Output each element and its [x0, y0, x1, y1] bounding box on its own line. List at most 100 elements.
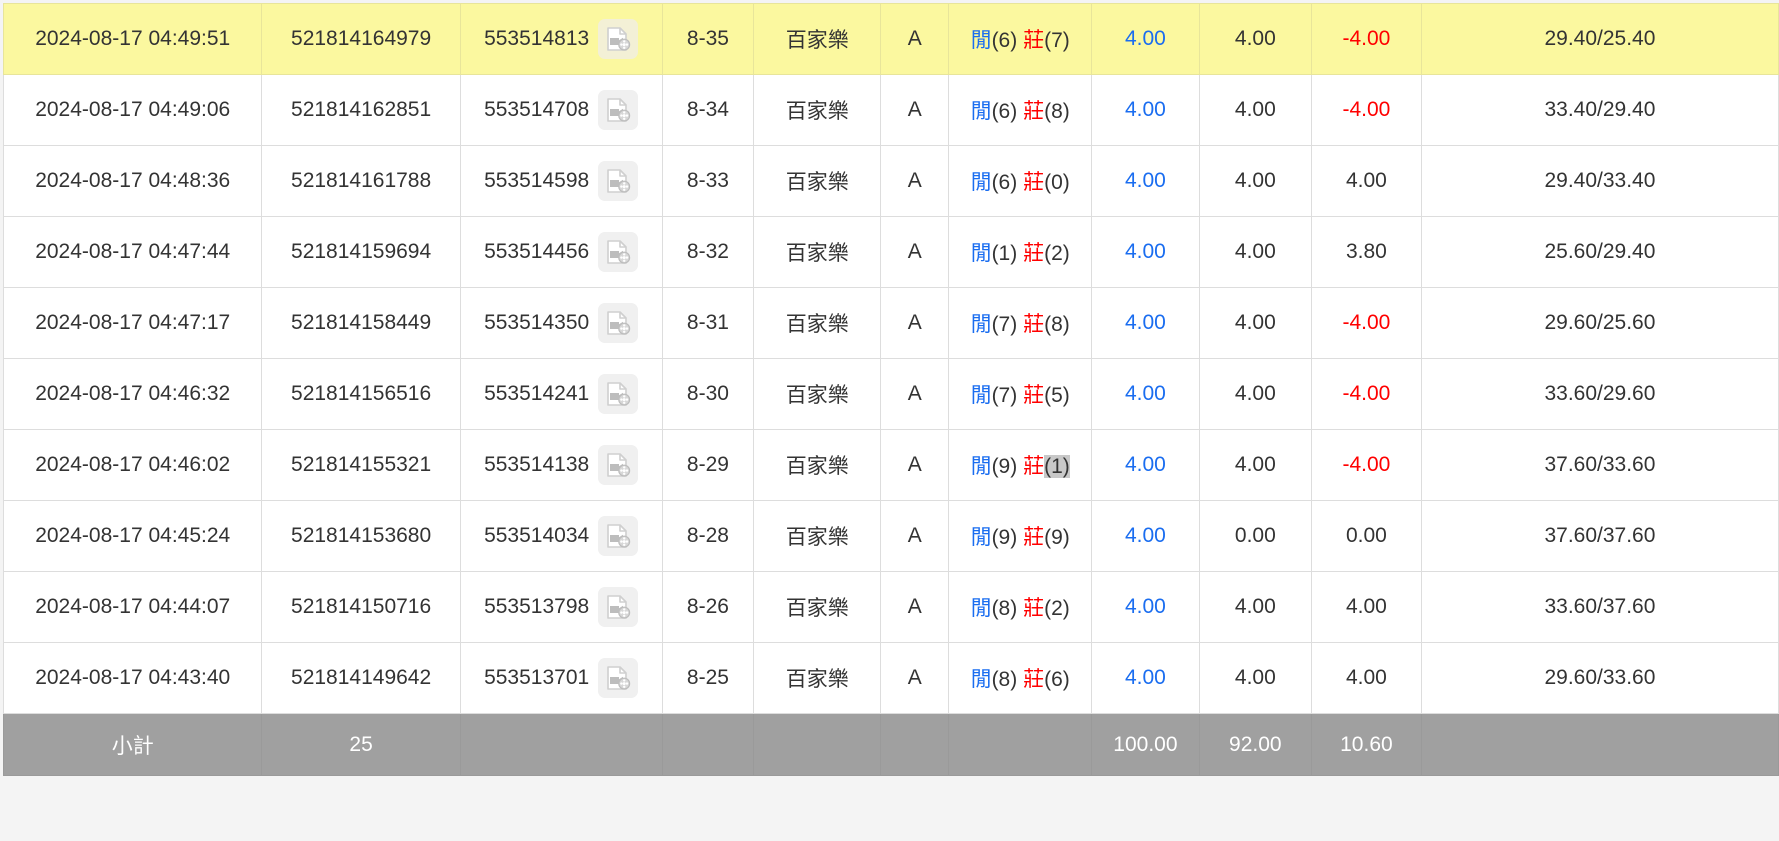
banker-label: 莊: [1023, 526, 1045, 549]
cell-bet-time: 2024-08-17 04:44:07: [2, 571, 263, 643]
cell-shoe-round: 8-28: [661, 500, 755, 572]
banker-value: (8): [1044, 313, 1070, 336]
round-id-text: 553514241: [484, 382, 590, 405]
win-loss-text: -4.00: [1342, 27, 1391, 50]
cell-table-code: A: [880, 571, 950, 643]
table-code-text: A: [907, 98, 922, 121]
cell-table-code: A: [880, 287, 950, 359]
cell-balance: 29.40/25.40: [1420, 3, 1779, 75]
cell-bet-time: 2024-08-17 04:46:32: [2, 358, 263, 430]
video-replay-icon[interactable]: [598, 19, 639, 59]
cell-bet-id: 521814159694: [261, 216, 461, 288]
subtotal-amount-text: 100.00: [1113, 732, 1178, 756]
cell-game-name: 百家樂: [753, 216, 882, 288]
video-replay-icon[interactable]: [598, 445, 639, 485]
cell-bet-result: 閒(9) 莊(1): [948, 429, 1093, 501]
table-row[interactable]: 2024-08-17 04:46:32 521814156516 553514241…: [2, 358, 1779, 430]
cell-bet-time: 2024-08-17 04:47:17: [2, 287, 263, 359]
bet-amount-text: 4.00: [1124, 169, 1166, 192]
cell-game-name: 百家樂: [753, 642, 882, 714]
table-row[interactable]: 2024-08-17 04:49:51 521814164979 553514813…: [2, 3, 1779, 75]
cell-table-code: A: [880, 74, 950, 146]
video-replay-icon[interactable]: [598, 232, 639, 272]
game-name-text: 百家樂: [785, 384, 849, 407]
cell-subtotal-label: 小計: [2, 713, 263, 776]
player-value: (1): [991, 242, 1018, 265]
cell-bet-amount: 4.00: [1091, 287, 1200, 359]
game-name-text: 百家樂: [785, 171, 849, 194]
cell-bet-amount: 4.00: [1091, 216, 1200, 288]
bet-id-text: 521814162851: [291, 98, 432, 121]
win-loss-text: 0.00: [1345, 524, 1387, 547]
table-code-text: A: [907, 311, 922, 334]
round-id-with-replay: 553514241: [465, 374, 658, 414]
banker-label: 莊: [1023, 668, 1045, 691]
cell-bet-time: 2024-08-17 04:49:06: [2, 74, 263, 146]
video-replay-icon[interactable]: [598, 161, 639, 201]
win-loss-text: 3.80: [1345, 240, 1387, 263]
cell-round-id: 553513701: [459, 642, 663, 714]
cell-table-code: A: [880, 3, 950, 75]
balance-text: 37.60/33.60: [1544, 453, 1656, 476]
game-name-text: 百家樂: [785, 597, 849, 620]
table-code-text: A: [907, 382, 922, 405]
video-replay-icon[interactable]: [598, 90, 639, 130]
table-row[interactable]: 2024-08-17 04:48:36 521814161788 553514598…: [2, 145, 1779, 217]
round-id-with-replay: 553514813: [465, 19, 658, 59]
win-loss-text: 4.00: [1345, 666, 1387, 689]
cell-shoe-round: 8-33: [661, 145, 755, 217]
cell-bet-time: 2024-08-17 04:46:02: [2, 429, 263, 501]
cell-valid-amount: 4.00: [1198, 287, 1312, 359]
cell-bet-id: 521814153680: [261, 500, 461, 572]
cell-valid-amount: 0.00: [1198, 500, 1312, 572]
player-label: 閒: [970, 171, 992, 194]
cell-game-name: 百家樂: [753, 358, 882, 430]
player-label: 閒: [970, 526, 992, 549]
banker-label: 莊: [1023, 29, 1045, 52]
player-label: 閒: [970, 455, 992, 478]
table-row[interactable]: 2024-08-17 04:43:40 521814149642 553513701…: [2, 642, 1779, 714]
game-name-text: 百家樂: [785, 242, 849, 265]
cell-win-loss: 4.00: [1310, 571, 1422, 643]
cell-subtotal-balance: [1420, 713, 1779, 776]
table-row[interactable]: 2024-08-17 04:46:02 521814155321 553514138…: [2, 429, 1779, 501]
cell-bet-amount: 4.00: [1091, 74, 1200, 146]
cell-shoe-round: 8-35: [661, 3, 755, 75]
cell-bet-result: 閒(9) 莊(9): [948, 500, 1093, 572]
table-row[interactable]: 2024-08-17 04:44:07 521814150716 553513798…: [2, 571, 1779, 643]
shoe-round-text: 8-29: [686, 453, 729, 476]
subtotal-count-text: 25: [349, 732, 373, 756]
bet-amount-text: 4.00: [1124, 98, 1166, 121]
cell-shoe-round: 8-34: [661, 74, 755, 146]
valid-amount-text: 4.00: [1234, 311, 1276, 334]
table-row[interactable]: 2024-08-17 04:45:24 521814153680 553514034…: [2, 500, 1779, 572]
bet-id-text: 521814164979: [291, 27, 432, 50]
cell-shoe-round: 8-32: [661, 216, 755, 288]
cell-bet-result: 閒(6) 莊(8): [948, 74, 1093, 146]
cell-shoe-round: 8-26: [661, 571, 755, 643]
banker-label: 莊: [1023, 313, 1045, 336]
table-code-text: A: [907, 453, 922, 476]
table-row[interactable]: 2024-08-17 04:47:17 521814158449 553514350…: [2, 287, 1779, 359]
cell-subtotal-table: [880, 713, 950, 776]
subtotal-label-text: 小計: [111, 734, 154, 758]
cell-balance: 29.60/33.60: [1420, 642, 1779, 714]
video-replay-icon[interactable]: [598, 587, 639, 627]
video-replay-icon[interactable]: [598, 658, 639, 698]
cell-bet-result: 閒(8) 莊(2): [948, 571, 1093, 643]
balance-text: 33.60/29.60: [1544, 382, 1656, 405]
cell-subtotal-count: 25: [261, 713, 461, 776]
cell-bet-id: 521814150716: [261, 571, 461, 643]
win-loss-text: -4.00: [1342, 311, 1391, 334]
table-row[interactable]: 2024-08-17 04:49:06 521814162851 553514708…: [2, 74, 1779, 146]
cell-bet-time: 2024-08-17 04:48:36: [2, 145, 263, 217]
video-replay-icon[interactable]: [598, 374, 639, 414]
bet-time-text: 2024-08-17 04:44:07: [35, 595, 231, 618]
valid-amount-text: 0.00: [1234, 524, 1276, 547]
table-row[interactable]: 2024-08-17 04:47:44 521814159694 553514456…: [2, 216, 1779, 288]
cell-valid-amount: 4.00: [1198, 571, 1312, 643]
round-id-with-replay: 553513701: [465, 658, 658, 698]
video-replay-icon[interactable]: [598, 516, 639, 556]
video-replay-icon[interactable]: [598, 303, 639, 343]
